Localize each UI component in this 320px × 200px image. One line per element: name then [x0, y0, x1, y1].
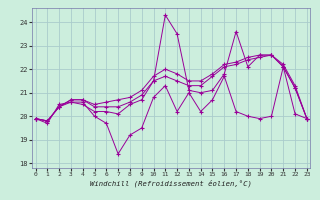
X-axis label: Windchill (Refroidissement éolien,°C): Windchill (Refroidissement éolien,°C)	[90, 179, 252, 187]
